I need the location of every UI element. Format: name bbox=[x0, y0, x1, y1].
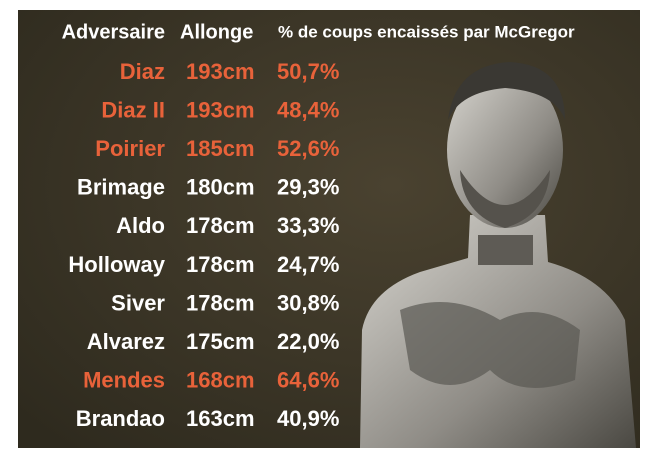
cell: 52,6% bbox=[277, 136, 339, 161]
cell: Diaz II bbox=[101, 97, 165, 122]
cell: Mendes bbox=[83, 368, 165, 393]
cell: Siver bbox=[111, 290, 165, 315]
cell: 40,9% bbox=[277, 406, 339, 431]
cell: 185cm bbox=[186, 136, 255, 161]
cell: 64,6% bbox=[277, 368, 339, 393]
cell: 178cm bbox=[186, 213, 255, 238]
cell: 193cm bbox=[186, 97, 255, 122]
cell: 33,3% bbox=[277, 213, 339, 238]
photo bbox=[360, 62, 636, 448]
cell: 48,4% bbox=[277, 97, 339, 122]
cell: Diaz bbox=[120, 59, 165, 84]
cell: 24,7% bbox=[277, 252, 339, 277]
cell: Alvarez bbox=[87, 329, 165, 354]
cell: Brimage bbox=[77, 175, 165, 200]
cell: 163cm bbox=[186, 406, 255, 431]
cell: 193cm bbox=[186, 59, 255, 84]
cell: 178cm bbox=[186, 252, 255, 277]
cell: Poirier bbox=[95, 136, 165, 161]
header-cell: Adversaire bbox=[62, 21, 165, 43]
cell: 180cm bbox=[186, 175, 255, 200]
cell: 29,3% bbox=[277, 175, 339, 200]
cell: 22,0% bbox=[277, 329, 339, 354]
cell: 30,8% bbox=[277, 290, 339, 315]
cell: 50,7% bbox=[277, 59, 339, 84]
cell: 175cm bbox=[186, 329, 255, 354]
cell: Holloway bbox=[68, 252, 165, 277]
cell: 178cm bbox=[186, 290, 255, 315]
cell: 168cm bbox=[186, 368, 255, 393]
cell: Brandao bbox=[76, 406, 165, 431]
table: Adversaire Allonge % de coups encaissés pa… bbox=[62, 21, 575, 431]
header-cell: % de coups encaissés par McGregor bbox=[278, 22, 575, 41]
header-cell: Allonge bbox=[180, 21, 253, 43]
cell: Aldo bbox=[116, 213, 165, 238]
